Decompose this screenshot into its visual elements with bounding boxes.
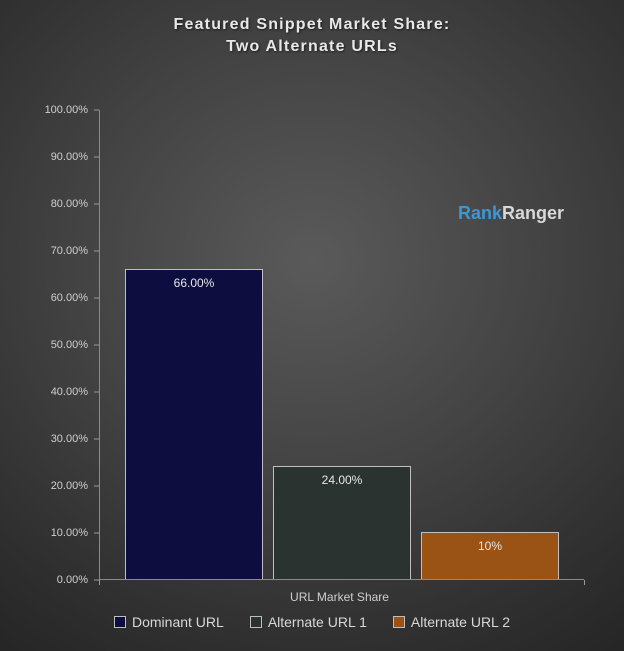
y-tick-label: 40.00% [34, 386, 88, 398]
x-axis-label: URL Market Share [65, 590, 614, 604]
legend-label: Alternate URL 1 [268, 614, 367, 630]
y-tick-label: 10.00% [34, 527, 88, 539]
chart-title-line2: Two Alternate URLs [0, 36, 624, 58]
chart-title-line1: Featured Snippet Market Share: [0, 14, 624, 36]
legend-item: Alternate URL 1 [250, 614, 367, 630]
legend-swatch [250, 616, 262, 628]
bar: 10% [421, 532, 559, 579]
x-tick-mark [584, 580, 585, 585]
y-tick-label: 100.00% [34, 104, 88, 116]
bar-value-label: 66.00% [126, 276, 262, 290]
y-tick-label: 60.00% [34, 292, 88, 304]
bars-group: 66.00% 24.00% 10% [100, 110, 584, 579]
bar-value-label: 24.00% [274, 473, 410, 487]
plot-area: 66.00% 24.00% 10% [99, 110, 584, 580]
legend-swatch [393, 616, 405, 628]
legend: Dominant URL Alternate URL 1 Alternate URL… [0, 614, 624, 630]
y-tick-label: 20.00% [34, 480, 88, 492]
y-tick-label: 0.00% [34, 574, 88, 586]
y-tick-label: 90.00% [34, 151, 88, 163]
legend-label: Dominant URL [132, 614, 224, 630]
bar: 24.00% [273, 466, 411, 579]
y-tick-label: 80.00% [34, 198, 88, 210]
legend-label: Alternate URL 2 [411, 614, 510, 630]
chart-title: Featured Snippet Market Share: Two Alter… [0, 0, 624, 57]
y-tick-label: 50.00% [34, 339, 88, 351]
legend-item: Alternate URL 2 [393, 614, 510, 630]
bar-value-label: 10% [422, 539, 558, 553]
x-tick-mark [99, 580, 100, 585]
legend-item: Dominant URL [114, 614, 224, 630]
bar: 66.00% [125, 269, 263, 579]
chart-container: 0.00%10.00%20.00%30.00%40.00%50.00%60.00… [34, 110, 594, 580]
legend-swatch [114, 616, 126, 628]
y-tick-label: 70.00% [34, 245, 88, 257]
y-axis: 0.00%10.00%20.00%30.00%40.00%50.00%60.00… [34, 110, 94, 580]
y-tick-label: 30.00% [34, 433, 88, 445]
